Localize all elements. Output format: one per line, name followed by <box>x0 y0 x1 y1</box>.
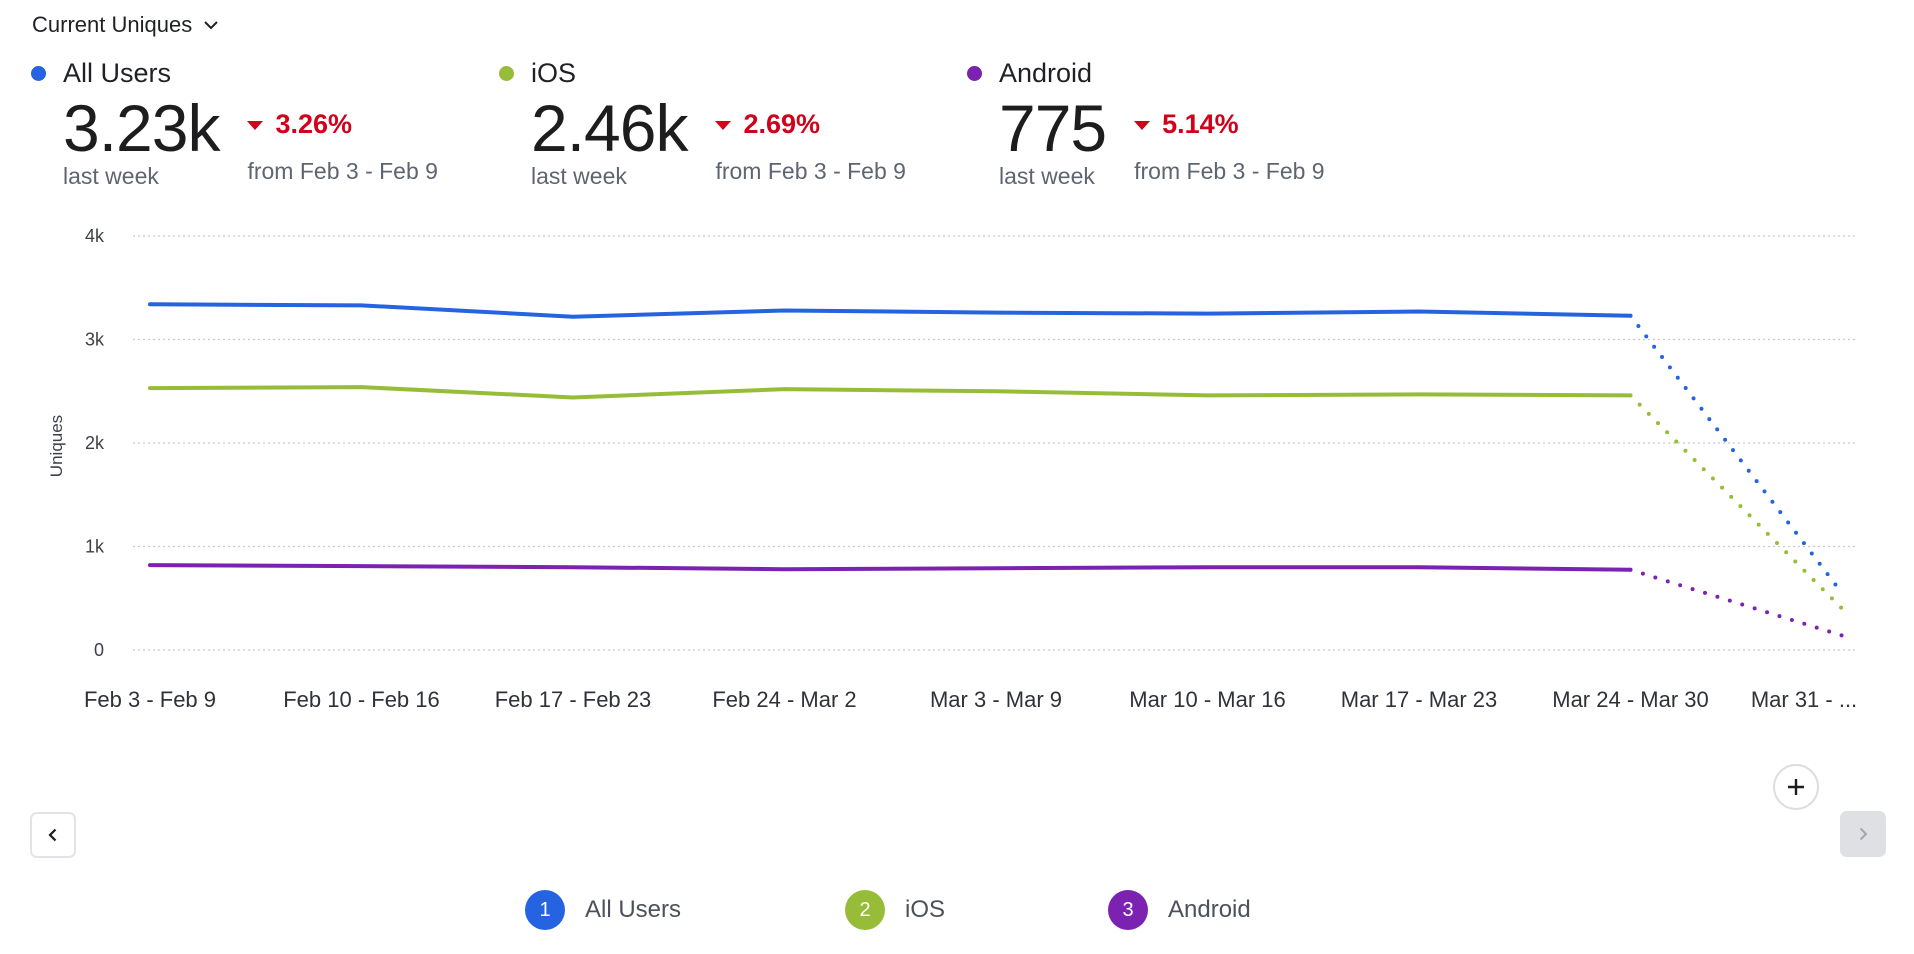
kpi-value: 3.23k <box>63 91 220 165</box>
caret-down-icon <box>1134 121 1151 130</box>
legend-item-all-users[interactable]: 1 All Users <box>525 890 681 930</box>
kpi-android: Android 775 last week 5.14% from Feb 3 -… <box>966 58 1325 190</box>
series-android <box>148 563 1844 638</box>
kpi-series-name: iOS <box>531 58 577 88</box>
chevron-down-icon <box>204 21 218 30</box>
kpi-value-caption: last week <box>531 163 627 189</box>
y-axis-label: Uniques <box>47 415 66 477</box>
series-color-dot <box>31 66 46 81</box>
x-tick-label: Feb 3 - Feb 9 <box>84 687 216 712</box>
kpi-change-caption: from Feb 3 - Feb 9 <box>247 158 438 184</box>
previous-page-button[interactable] <box>30 812 76 858</box>
metric-dropdown-label: Current Uniques <box>32 12 193 37</box>
kpi-all-users: All Users 3.23k last week 3.26% from Feb… <box>30 58 438 190</box>
series-color-dot <box>967 66 982 81</box>
series-ios <box>148 385 1844 611</box>
series-line[interactable] <box>148 563 1633 572</box>
legend-item-android[interactable]: 3 Android <box>1108 890 1251 930</box>
series-color-dot <box>499 66 514 81</box>
series-all-users <box>148 302 1844 596</box>
x-tick-label: Mar 10 - Mar 16 <box>1129 687 1286 712</box>
y-axis-ticks: 0 1k 2k 3k 4k <box>85 226 105 660</box>
kpi-series-name: Android <box>999 58 1093 88</box>
metric-dropdown[interactable]: Current Uniques <box>32 12 220 38</box>
legend-badge: 2 <box>845 890 885 930</box>
kpi-value-caption: last week <box>63 163 159 189</box>
x-tick-label: Feb 17 - Feb 23 <box>495 687 652 712</box>
y-tick-label: 0 <box>94 640 104 660</box>
legend-label: All Users <box>585 896 682 923</box>
kpi-value: 2.46k <box>531 91 688 165</box>
kpi-ios: iOS 2.46k last week 2.69% from Feb 3 - F… <box>498 58 906 190</box>
series-projection-line[interactable] <box>1628 567 1844 638</box>
caret-down-icon <box>715 121 732 130</box>
caret-down-icon <box>247 121 264 130</box>
kpi-change: 5.14% <box>1162 109 1239 139</box>
chevron-left-icon <box>48 828 57 842</box>
y-tick-label: 1k <box>85 537 105 557</box>
kpi-change-caption: from Feb 3 - Feb 9 <box>1134 158 1325 184</box>
x-tick-label: Mar 3 - Mar 9 <box>930 687 1062 712</box>
legend-badge: 3 <box>1108 890 1148 930</box>
x-tick-label: Mar 24 - Mar 30 <box>1552 687 1709 712</box>
zoom-in-button[interactable] <box>1773 764 1819 810</box>
kpi-value: 775 <box>999 91 1107 165</box>
legend-label: Android <box>1168 896 1251 923</box>
series-line[interactable] <box>148 302 1633 319</box>
x-axis-ticks: Feb 3 - Feb 9 Feb 10 - Feb 16 Feb 17 - Feb… <box>84 687 1857 712</box>
legend-badge: 1 <box>525 890 565 930</box>
y-tick-label: 4k <box>85 226 105 246</box>
x-tick-label: Mar 17 - Mar 23 <box>1341 687 1498 712</box>
x-tick-label: Feb 10 - Feb 16 <box>283 687 440 712</box>
series-projection-line[interactable] <box>1628 313 1844 596</box>
legend-item-ios[interactable]: 2 iOS <box>845 890 945 930</box>
kpi-series-name: All Users <box>63 58 172 88</box>
y-tick-label: 2k <box>85 433 105 453</box>
series-lines <box>148 302 1844 638</box>
series-projection-line[interactable] <box>1628 393 1844 611</box>
x-tick-label: Feb 24 - Mar 2 <box>712 687 856 712</box>
next-page-button[interactable] <box>1840 811 1886 857</box>
y-tick-label: 3k <box>85 330 105 350</box>
x-tick-label: Mar 31 - ... <box>1751 687 1857 712</box>
legend-label: iOS <box>905 896 946 923</box>
line-chart: 0 1k 2k 3k 4k Uniques Feb 3 - Feb 9 Feb 10 - … <box>47 226 1858 712</box>
kpi-change: 3.26% <box>275 109 353 139</box>
plus-icon <box>1788 779 1804 795</box>
chevron-right-icon <box>1859 827 1868 841</box>
kpi-change-caption: from Feb 3 - Feb 9 <box>715 158 906 184</box>
series-line[interactable] <box>148 385 1633 400</box>
grid-lines <box>133 235 1858 651</box>
kpi-value-caption: last week <box>999 163 1095 189</box>
kpi-change: 2.69% <box>743 109 821 139</box>
